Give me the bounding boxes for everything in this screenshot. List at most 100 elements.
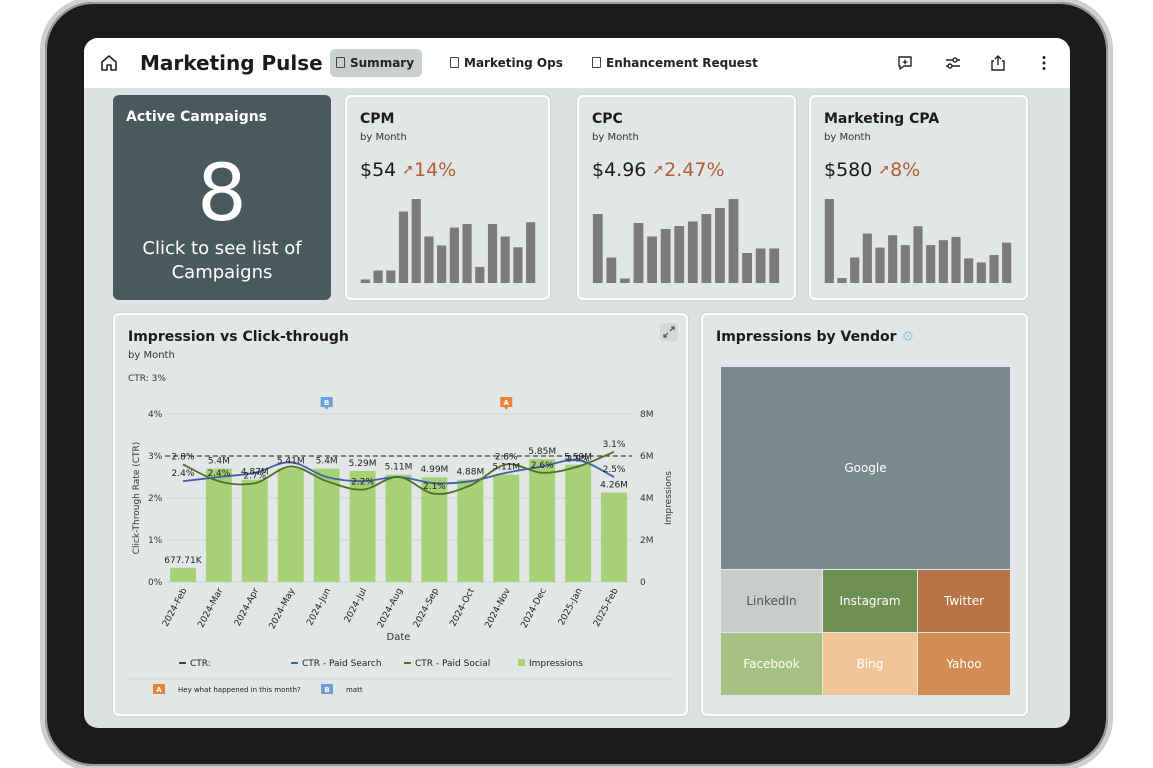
spark-bar[interactable] — [850, 257, 860, 283]
ai-sparkle-icon[interactable] — [896, 54, 914, 72]
ctr-paid-social-line[interactable] — [182, 450, 615, 495]
spark-bar[interactable] — [360, 279, 370, 283]
impressions-bar[interactable] — [565, 464, 592, 582]
spark-bar[interactable] — [989, 255, 999, 283]
spark-bar[interactable] — [687, 221, 698, 284]
left-tick-label: 4% — [148, 410, 163, 420]
spark-bar[interactable] — [769, 248, 780, 284]
left-tick-label: 3% — [148, 452, 163, 462]
spark-bar[interactable] — [411, 199, 421, 283]
spark-bar[interactable] — [620, 278, 630, 284]
kpi-value-number: $580 — [824, 159, 873, 181]
spark-bar[interactable] — [1002, 242, 1012, 283]
spark-bar[interactable] — [487, 224, 498, 283]
treemap-cell-yahoo[interactable]: Yahoo — [918, 633, 1010, 695]
spark-bar[interactable] — [526, 222, 536, 283]
expand-icon[interactable] — [660, 323, 678, 341]
legend-item[interactable]: CTR - Paid Search — [291, 659, 382, 669]
kpi-card-cpm[interactable]: CPM by Month $54 ➚14% — [345, 95, 550, 300]
spark-bar[interactable] — [660, 229, 671, 283]
spark-bar[interactable] — [513, 247, 523, 283]
spark-bar[interactable] — [606, 257, 617, 284]
impressions-bar[interactable] — [457, 479, 484, 582]
spark-bar[interactable] — [398, 211, 409, 283]
active-campaigns-card[interactable]: Active Campaigns 8 Click to see list of … — [113, 95, 331, 300]
treemap-cell-twitter[interactable]: Twitter — [918, 570, 1010, 632]
tab-enhancement-request[interactable]: Enhancement Request — [586, 49, 766, 77]
impressions-bar[interactable] — [601, 492, 627, 582]
spark-bar[interactable] — [462, 224, 472, 283]
spark-bar[interactable] — [449, 227, 459, 283]
spark-bar[interactable] — [875, 247, 885, 283]
bar-data-label: 4.26M — [600, 481, 628, 491]
impressions-bar[interactable] — [313, 468, 340, 582]
spark-bar[interactable] — [633, 223, 644, 283]
impressions-bar[interactable] — [385, 474, 412, 582]
legend-item[interactable]: Impressions — [518, 659, 583, 669]
spark-bar[interactable] — [900, 245, 910, 283]
spark-bar[interactable] — [424, 236, 434, 283]
kpi-card-cpc[interactable]: CPC by Month $4.96 ➚2.47% — [577, 95, 796, 300]
home-icon[interactable] — [100, 54, 118, 72]
tab-marketing-ops[interactable]: Marketing Ops — [444, 49, 571, 77]
spark-bar[interactable] — [592, 214, 603, 283]
spark-bar[interactable] — [674, 226, 685, 283]
spark-bar[interactable] — [701, 214, 712, 283]
treemap-label: Google — [844, 461, 887, 475]
kpi-change: ➚2.47% — [652, 159, 724, 181]
spark-bar[interactable] — [742, 253, 752, 283]
spark-bar[interactable] — [938, 240, 948, 283]
treemap-cell-instagram[interactable]: Instagram — [823, 570, 917, 632]
spark-bar[interactable] — [976, 262, 986, 283]
bar-data-label: 4.87M — [241, 468, 269, 478]
spark-bar[interactable] — [755, 248, 766, 284]
document-icon — [592, 57, 601, 68]
legend-item[interactable]: CTR - Paid Social — [404, 659, 490, 669]
impressions-bar[interactable] — [170, 567, 196, 582]
treemap-cell-google[interactable]: Google — [721, 367, 1010, 569]
spark-bar[interactable] — [837, 278, 847, 283]
tab-summary[interactable]: Summary — [330, 49, 423, 77]
ai-insight-icon[interactable]: ⚙ — [901, 329, 915, 345]
impressions-bar[interactable] — [493, 474, 520, 582]
impressions-bar[interactable] — [277, 468, 304, 582]
filter-sliders-icon[interactable] — [944, 54, 962, 72]
annotation-pin-a[interactable]: A — [500, 397, 513, 410]
spark-bar[interactable] — [913, 226, 923, 283]
spark-bar[interactable] — [500, 236, 510, 283]
spark-bar[interactable] — [647, 236, 657, 284]
right-tick-label: 6M — [640, 452, 654, 462]
spark-bar[interactable] — [888, 235, 898, 283]
spark-bar[interactable] — [373, 270, 383, 283]
spark-bar[interactable] — [437, 245, 447, 283]
impressions-bar[interactable] — [205, 468, 232, 582]
spark-bar[interactable] — [824, 199, 834, 283]
kpi-title: CPC — [592, 111, 623, 127]
spark-bar[interactable] — [951, 236, 961, 283]
treemap-cell-bing[interactable]: Bing — [823, 633, 917, 695]
annotation-pin-b[interactable]: B — [320, 397, 333, 410]
spark-bar[interactable] — [926, 245, 936, 283]
treemap-cell-linkedin[interactable]: LinkedIn — [721, 570, 822, 632]
annotation-note-a[interactable]: A Hey what happened in this month? — [153, 684, 301, 694]
app-header: Marketing Pulse Summary Marketing Ops En… — [84, 38, 1070, 88]
spark-bar[interactable] — [728, 199, 739, 283]
x-tick-label: 2024-Aug — [376, 587, 405, 630]
legend-label: CTR - Paid Social — [415, 659, 490, 669]
impressions-bar[interactable] — [529, 459, 556, 582]
legend-item[interactable]: CTR: — [179, 659, 211, 669]
x-tick-label: 2024-Sep — [412, 586, 441, 629]
more-vertical-icon[interactable] — [1035, 54, 1053, 72]
spark-bar[interactable] — [475, 266, 485, 283]
legend-label: CTR: — [190, 659, 211, 669]
impressions-bar[interactable] — [241, 479, 268, 582]
kpi-card-marketing-cpa[interactable]: Marketing CPA by Month $580 ➚8% — [809, 95, 1028, 300]
share-icon[interactable] — [989, 54, 1007, 72]
spark-bar[interactable] — [386, 270, 396, 283]
panel-title: Impressions by Vendor ⚙ — [716, 329, 914, 345]
treemap-cell-facebook[interactable]: Facebook — [721, 633, 822, 695]
spark-bar[interactable] — [862, 233, 872, 283]
spark-bar[interactable] — [964, 258, 974, 283]
spark-bar[interactable] — [715, 208, 725, 283]
